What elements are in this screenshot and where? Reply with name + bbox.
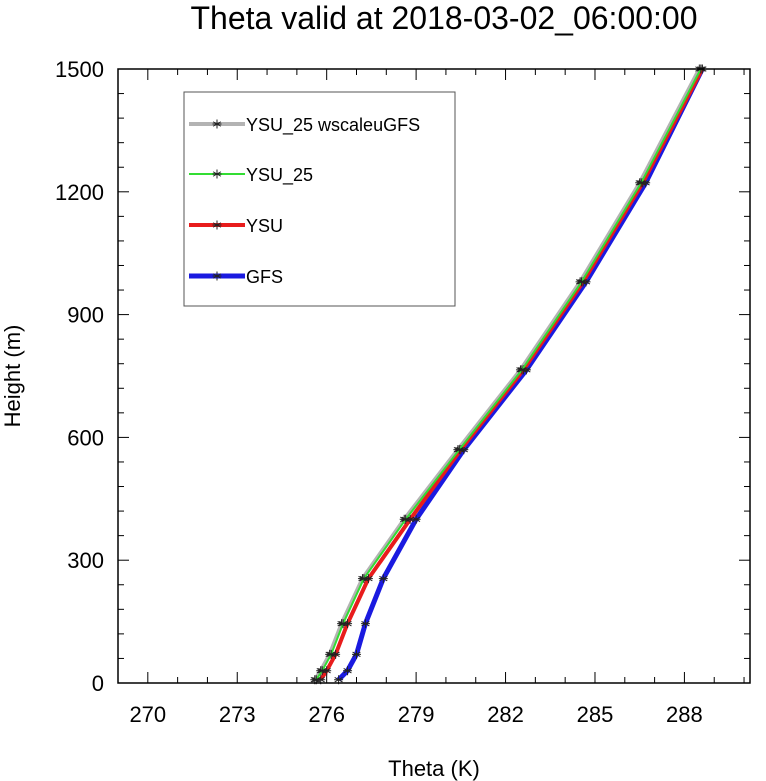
x-tick-label: 276 [308, 702, 345, 727]
x-tick-label: 285 [577, 702, 614, 727]
series-ysu-25 [311, 64, 706, 685]
data-point-marker [212, 119, 222, 129]
data-point-marker [454, 445, 464, 455]
x-tick-label: 279 [398, 702, 435, 727]
data-point-marker [378, 574, 388, 584]
data-point-marker [326, 649, 336, 659]
chart-title: Theta valid at 2018-03-02_06:00:00 [190, 0, 697, 36]
y-tick-label: 0 [92, 671, 104, 696]
x-axis-label: Theta (K) [388, 756, 480, 781]
legend-label: YSU_25 wscaleuGFS [246, 115, 420, 136]
tick-labels: 270 273 276 279 282 285 288 0 300 600 900 1200 1500 [55, 57, 703, 727]
data-point-marker [351, 649, 361, 659]
legend-item: YSU_25 [189, 165, 313, 186]
data-point-marker [359, 574, 369, 584]
data-point-marker [338, 619, 348, 629]
plot-series [310, 64, 707, 685]
x-tick-label: 270 [129, 702, 166, 727]
legend-item: YSU [189, 216, 283, 236]
data-point-marker [401, 514, 411, 524]
legend-label: GFS [246, 267, 283, 287]
data-point-marker [517, 365, 527, 375]
plot-frame [117, 68, 751, 684]
data-point-marker [212, 169, 222, 179]
data-point-marker [212, 220, 222, 230]
y-tick-label: 300 [67, 548, 104, 573]
y-tick-label: 600 [67, 425, 104, 450]
legend-item: YSU_25 wscaleuGFS [189, 115, 420, 136]
data-point-marker [343, 666, 353, 676]
y-axis-label: Height (m) [0, 325, 25, 428]
data-point-marker [577, 277, 587, 287]
data-point-marker [636, 178, 646, 188]
legend-label: YSU_25 [246, 165, 313, 186]
y-tick-label: 900 [67, 303, 104, 328]
legend-label: YSU [246, 216, 283, 236]
legend: YSU_25 wscaleuGFS YSU_25 YSU GFS [183, 91, 456, 307]
y-tick-label: 1500 [55, 57, 104, 82]
data-point-marker [212, 271, 222, 281]
y-tick-label: 1200 [55, 180, 104, 205]
legend-box [183, 91, 456, 307]
data-point-marker [360, 619, 370, 629]
x-tick-label: 273 [219, 702, 256, 727]
x-tick-label: 282 [487, 702, 524, 727]
x-tick-label: 288 [666, 702, 703, 727]
legend-item: GFS [189, 267, 283, 287]
data-point-marker [317, 666, 327, 676]
